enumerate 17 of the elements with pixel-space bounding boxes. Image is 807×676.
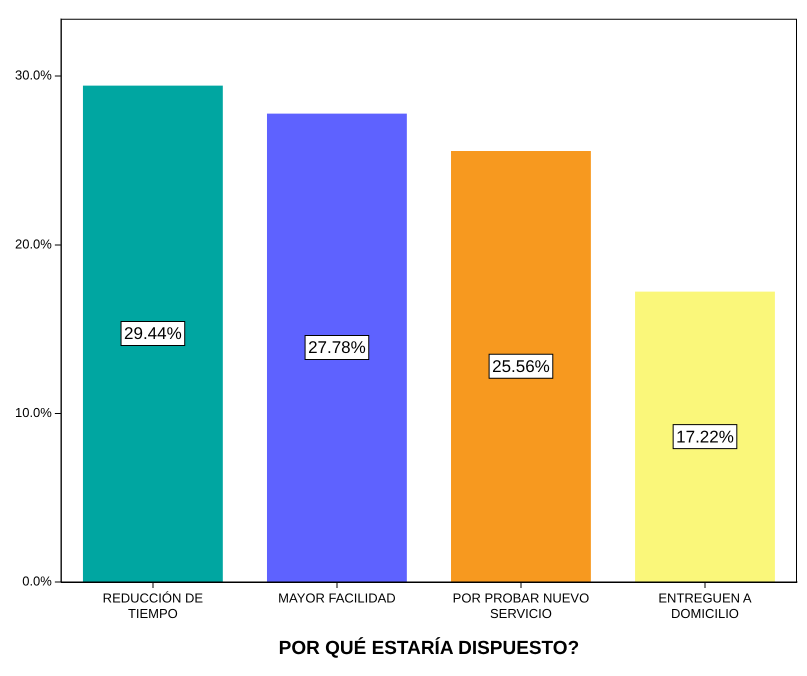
y-tick-label: 20.0% xyxy=(14,236,52,252)
x-axis-title: POR QUÉ ESTARÍA DISPUESTO? xyxy=(278,636,580,659)
data-label: 17.22% xyxy=(676,427,734,446)
x-tick-label: POR PROBAR NUEVO SERVICIO xyxy=(452,590,590,621)
bar xyxy=(266,114,407,582)
data-label: 27.78% xyxy=(308,338,366,358)
x-tick-label: REDUCCIÓN DE TIEMPO xyxy=(102,590,204,621)
x-tick-label: ENTREGUEN A DOMICILIO xyxy=(658,590,752,621)
bar xyxy=(451,151,591,582)
y-tick-label: 10.0% xyxy=(14,404,52,420)
y-tick-label: 30.0% xyxy=(14,68,52,83)
data-label: 25.56% xyxy=(492,356,550,376)
data-label: 29.44% xyxy=(124,324,182,344)
y-tick-label: 0.0% xyxy=(22,574,52,589)
bar xyxy=(635,292,775,582)
x-tick-label: MAYOR FACILIDAD xyxy=(278,590,396,606)
bar xyxy=(82,86,223,582)
